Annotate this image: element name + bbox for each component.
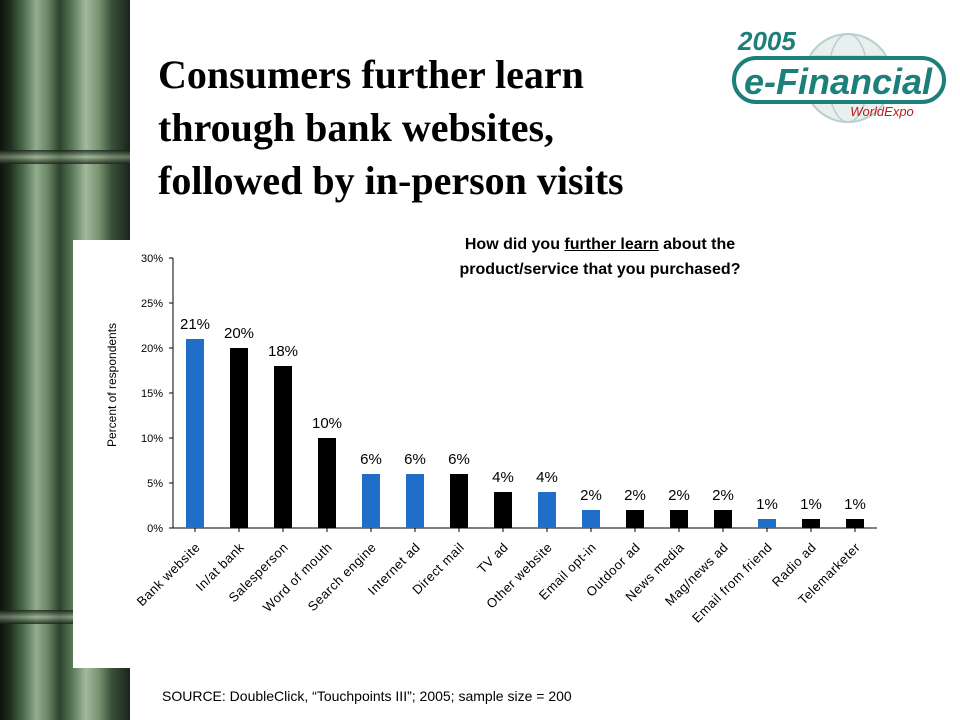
expo-logo: 2005 e-Financial WorldExpo	[732, 26, 946, 123]
value-label: 21%	[180, 316, 210, 333]
y-tick-label: 25%	[141, 298, 163, 310]
value-label: 4%	[492, 469, 514, 486]
value-label: 1%	[844, 496, 866, 513]
value-label: 4%	[536, 469, 558, 486]
bar-mag-news-ad	[714, 510, 732, 528]
y-tick-label: 5%	[147, 478, 163, 490]
bar-direct-mail	[450, 474, 468, 528]
title-line-3: followed by in-person visits	[158, 158, 624, 203]
y-tick-label: 0%	[147, 523, 163, 535]
y-tick-label: 20%	[141, 343, 163, 355]
value-label: 1%	[800, 496, 822, 513]
value-label: 10%	[312, 415, 342, 432]
logo-name: e-Financial	[744, 61, 933, 102]
y-tick-label: 10%	[141, 433, 163, 445]
logo-year: 2005	[737, 26, 796, 56]
value-label: 6%	[360, 451, 382, 468]
bar-word-of-mouth	[318, 438, 336, 528]
title-line-1: Consumers further learn	[158, 52, 584, 97]
value-label: 1%	[756, 496, 778, 513]
bar-other-website	[538, 492, 556, 528]
chart-question: How did you further learn about the prod…	[395, 232, 805, 282]
category-label: Email from friend	[689, 540, 775, 626]
bar-search-engine	[362, 474, 380, 528]
bar-in-at-bank	[230, 348, 248, 528]
category-label: TV ad	[474, 540, 511, 577]
value-label: 2%	[712, 487, 734, 504]
question-underlined: further learn	[564, 236, 659, 253]
question-post: about the	[658, 236, 736, 253]
value-label: 18%	[268, 343, 298, 360]
source-note: SOURCE: DoubleClick, “Touchpoints III”; …	[162, 688, 572, 704]
slide-title: Consumers further learn through bank web…	[158, 48, 718, 207]
question-pre: How did you	[464, 236, 565, 253]
bar-news-media	[670, 510, 688, 528]
bar-tv-ad	[494, 492, 512, 528]
bamboo-node	[0, 150, 130, 164]
title-line-2: through bank websites,	[158, 105, 555, 150]
value-label: 2%	[624, 487, 646, 504]
bar-radio-ad	[802, 519, 820, 528]
bar-bank-website	[186, 339, 204, 528]
bar-email-from-friend	[758, 519, 776, 528]
y-tick-label: 15%	[141, 388, 163, 400]
question-line-2: product/service that you purchased?	[459, 261, 741, 278]
bar-email-opt-in	[582, 510, 600, 528]
value-label: 20%	[224, 325, 254, 342]
value-label: 6%	[404, 451, 426, 468]
bar-internet-ad	[406, 474, 424, 528]
y-tick-label: 30%	[141, 253, 163, 265]
logo-sub: WorldExpo	[850, 104, 914, 119]
y-axis-label: Percent of respondents	[105, 323, 119, 447]
category-label: Bank website	[134, 540, 204, 610]
value-label: 2%	[580, 487, 602, 504]
chart-panel	[73, 240, 960, 668]
bar-telemarketer	[846, 519, 864, 528]
value-label: 2%	[668, 487, 690, 504]
bar-salesperson	[274, 366, 292, 528]
bar-outdoor-ad	[626, 510, 644, 528]
value-label: 6%	[448, 451, 470, 468]
